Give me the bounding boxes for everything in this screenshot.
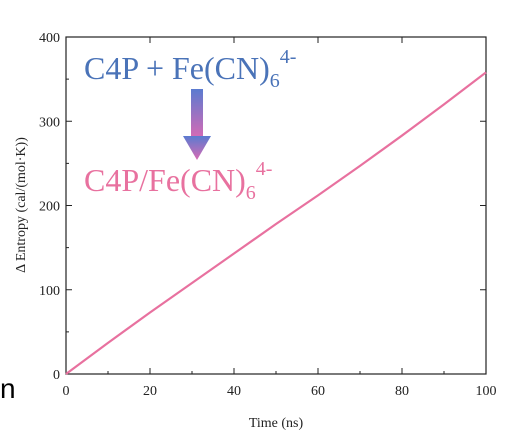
y-tick-label: 200 bbox=[39, 200, 60, 215]
x-axis-ticks: 0 20 40 60 80 100 bbox=[63, 37, 497, 399]
reactant-formula: C4P + Fe(CN) bbox=[84, 50, 270, 86]
cropped-text: n bbox=[0, 373, 16, 404]
product-subscript: 6 bbox=[246, 182, 256, 204]
y-tick-label: 100 bbox=[39, 284, 60, 299]
series-line bbox=[65, 71, 487, 375]
x-tick-label: 20 bbox=[143, 384, 157, 399]
series-layer bbox=[65, 71, 487, 375]
x-tick-label: 0 bbox=[63, 384, 70, 399]
x-tick-label: 40 bbox=[227, 384, 241, 399]
x-axis-title: Time (ns) bbox=[249, 416, 304, 431]
product-superscript: 4- bbox=[256, 158, 273, 180]
y-tick-label: 400 bbox=[39, 31, 60, 46]
y-tick-label: 300 bbox=[39, 115, 60, 130]
y-tick-label: 0 bbox=[53, 368, 60, 383]
y-axis-title: Δ Entropy (cal/(mol·K)) bbox=[14, 137, 29, 273]
reactant-label: C4P + Fe(CN)64- bbox=[84, 46, 296, 92]
product-label: C4P/Fe(CN)64- bbox=[84, 158, 272, 204]
x-tick-label: 60 bbox=[311, 384, 325, 399]
x-tick-label: 80 bbox=[395, 384, 409, 399]
product-formula: C4P/Fe(CN) bbox=[84, 162, 246, 198]
reactant-superscript: 4- bbox=[280, 46, 297, 68]
y-axis-ticks: 0 100 200 300 400 bbox=[39, 31, 486, 383]
x-tick-label: 100 bbox=[476, 384, 497, 399]
reactant-subscript: 6 bbox=[270, 70, 280, 92]
reaction-arrow-icon bbox=[183, 89, 211, 160]
